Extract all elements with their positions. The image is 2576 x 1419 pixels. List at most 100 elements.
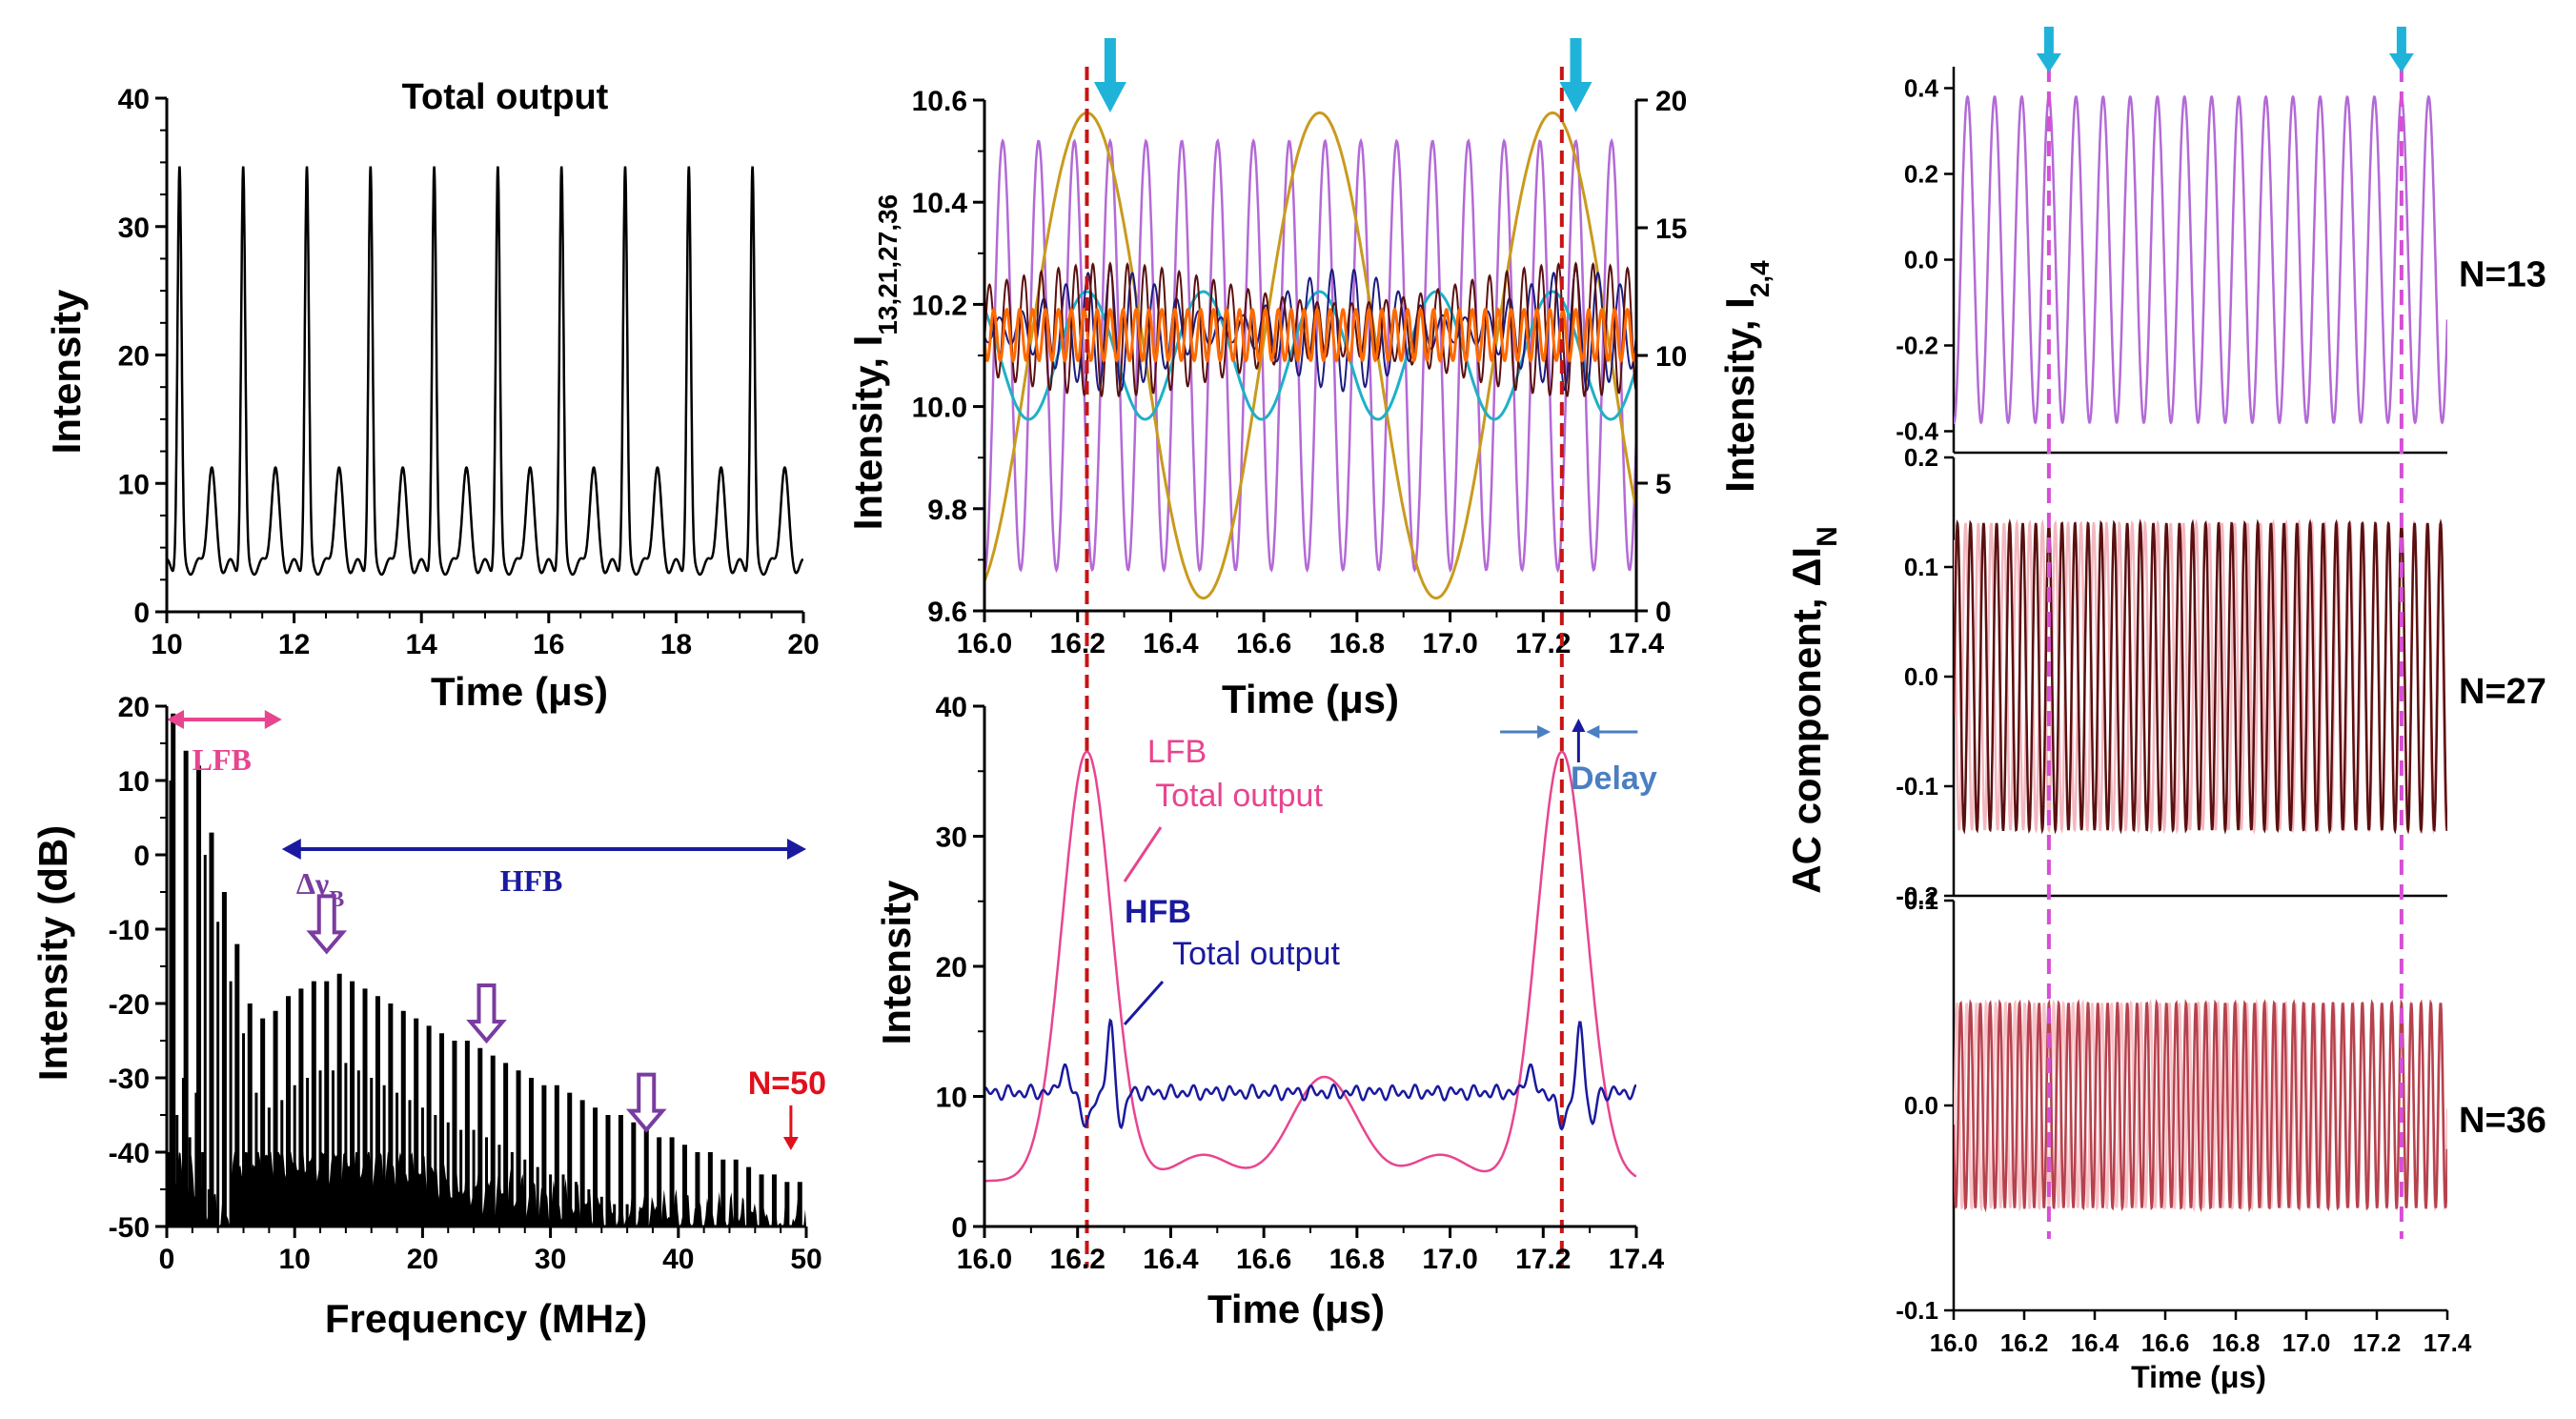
arrowhead-icon [264,710,282,729]
chart-e-ytick-label: -0.4 [1896,417,1938,446]
chart-a-xtick-label: 18 [660,629,692,660]
ac-series-n36 [1954,999,2447,1213]
chart-a-title: Total output [402,77,609,117]
chart-c-ylabel-right: Intensity, I2,4 [1717,260,1775,493]
series-I2 [984,111,1636,600]
chart-e-xtick-label: 16.4 [2071,1328,2120,1357]
arrowhead-icon [1586,725,1600,739]
chart-c-xtick-label: 16.0 [957,628,1012,659]
chart-e-ylabel: AC component, ΔIN [1784,526,1843,894]
arrowhead-icon [167,710,184,729]
chart-a-xlabel: Time (μs) [431,669,608,714]
chart-a-ytick-label: 10 [118,469,150,500]
chart-e-ytick-label: 0.2 [1904,160,1938,189]
chart-d-xlabel: Time (μs) [1207,1287,1385,1331]
chart-a-ytick-label: 20 [118,341,150,373]
chart-d-ytick-label: 30 [936,822,967,854]
series-hfb-total [984,1018,1636,1131]
chart-c-ytick-right-label: 15 [1655,213,1687,245]
chart-b-ytick-label: -30 [109,1064,150,1095]
chart-c-ytick-right-label: 5 [1655,469,1672,500]
chart-d-ytick-label: 40 [936,692,967,723]
hfb-total-label: HFB [1125,894,1191,930]
chart-b-xtick-label: 20 [407,1244,438,1275]
arrow-shaft [2043,27,2054,55]
chart-c-ytick-label: 10.2 [912,290,967,321]
chart-d-ytick-label: 20 [936,952,967,983]
ac-series-n27 [1954,518,2447,835]
chart-d-xtick-label: 16.0 [957,1244,1012,1275]
chart-total-output: Total output Intensity Time (μs) 10 12 14 1… [44,77,820,714]
chart-e-ytick-label: 0.0 [1904,662,1938,691]
chart-b-xtick-label: 40 [662,1244,694,1275]
chart-e-xtick-label: 17.2 [2353,1328,2402,1357]
hfb-pointer [1123,981,1165,1025]
arrow-shaft [1570,38,1582,84]
hollow-down-arrow-icon [466,983,507,1044]
chart-a-xtick-label: 12 [278,629,310,660]
delay-label: Delay [1571,760,1657,797]
chart-a-ylabel: Intensity [44,289,89,454]
chart-d-xtick-label: 17.0 [1422,1244,1477,1275]
chart-modes-time: Intensity, I13,21,27,36 Intensity, I2,4 … [845,38,1775,1267]
chart-b-ytick-label: 0 [133,841,150,872]
chart-c-ytick-right-label: 0 [1655,597,1672,628]
chart-e-xtick-label: 16.6 [2141,1328,2190,1357]
chart-c-ytick-right-label: 20 [1655,86,1687,117]
chart-a-ytick-label: 40 [118,84,150,115]
down-arrow-icon [2388,53,2414,72]
down-arrow-icon [2036,53,2061,72]
arrowhead-icon [1537,725,1552,739]
down-arrow-icon [1093,82,1126,112]
ac-series-n13 [1954,94,2447,425]
chart-b-xtick-label: 0 [159,1244,175,1275]
ac-series-group [1954,998,2447,1213]
chart-e-xtick-label: 16.0 [1930,1328,1978,1357]
chart-b-ytick-label: 10 [118,766,150,798]
chart-a-xtick-label: 16 [533,629,564,660]
chart-d-ylabel: Intensity [874,880,919,1044]
chart-a-xtick-label: 14 [406,629,438,660]
chart-e-ytick-label: -0.1 [1896,1296,1938,1325]
chart-b-ytick-label: -10 [109,915,150,946]
arrow-shaft [1104,38,1116,84]
chart-e-xtick-label: 17.4 [2424,1328,2472,1357]
chart-d-xtick-label: 16.2 [1050,1244,1105,1275]
chart-d-ytick-label: 0 [951,1212,967,1244]
chart-b-ytick-label: -50 [109,1212,150,1244]
chart-d-xtick-label: 16.4 [1143,1244,1199,1275]
chart-spectrum: Intensity (dB) Frequency (MHz) 0 10 20 30 40… [30,692,826,1341]
ac-series-group [1954,518,2447,835]
chart-e-ytick-label: 0.4 [1904,74,1939,103]
n-label: N=27 [2459,672,2546,712]
series-I13 [984,137,1636,574]
chart-c-xtick-label: 17.4 [1609,628,1665,659]
chart-d-xtick-label: 17.2 [1515,1244,1571,1275]
hollow-down-arrow-icon [625,1072,667,1133]
chart-e-xtick-label: 17.0 [2282,1328,2331,1357]
hfb-total-label-2: Total output [1172,936,1340,972]
chart-e-xtick-label: 16.2 [2000,1328,2049,1357]
chart-d-xtick-label: 16.6 [1236,1244,1291,1275]
chart-e-ytick-label: 0.1 [1904,886,1938,915]
ac-series-group [1954,94,2447,425]
chart-e-ytick-label: -0.2 [1896,332,1938,360]
chart-b-xlabel: Frequency (MHz) [325,1296,647,1341]
chart-e-ytick-label: 0.2 [1904,443,1938,472]
chart-d-xtick-label: 17.4 [1609,1244,1665,1275]
chart-d-ytick-label: 10 [936,1083,967,1114]
chart-e-ytick-label: 0.0 [1904,1091,1938,1120]
n50-label: N=50 [748,1065,826,1102]
arrowhead-icon [1572,719,1586,732]
arrowhead-icon [787,839,806,860]
hfb-label: HFB [500,863,563,898]
n-label: N=13 [2459,255,2546,295]
series-I36 [984,307,1636,363]
chart-a-ytick-label: 30 [118,213,150,244]
chart-b-ytick-label: -20 [109,989,150,1021]
chart-b-xtick-label: 30 [535,1244,566,1275]
arrow-shaft [2396,27,2406,55]
down-arrow-icon [1559,82,1592,112]
n-label: N=36 [2459,1101,2546,1141]
